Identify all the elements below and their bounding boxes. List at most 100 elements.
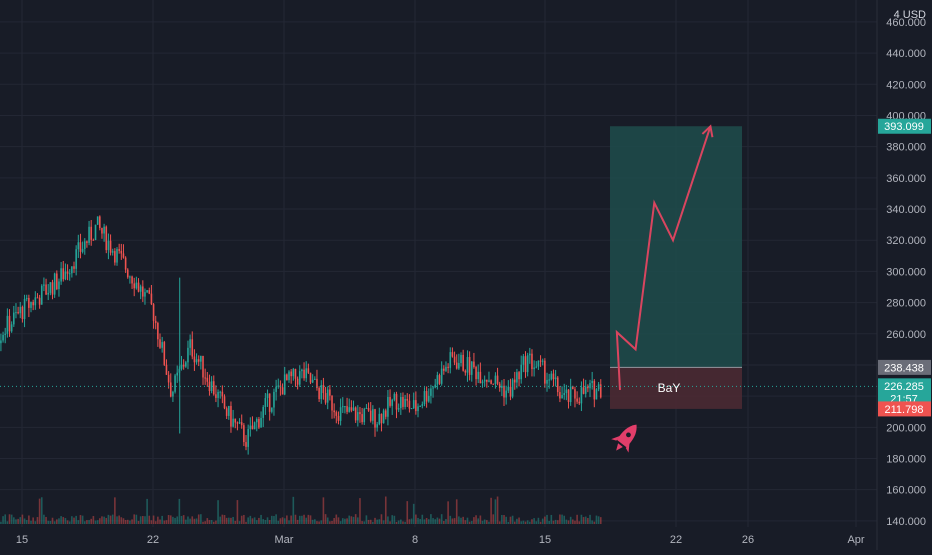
candle-body — [193, 356, 196, 363]
candle-body — [415, 400, 417, 412]
candle-body — [189, 339, 191, 348]
candle-body — [99, 216, 101, 228]
volume-bar — [15, 519, 17, 524]
candle-body — [180, 364, 183, 369]
candle-body — [544, 360, 546, 384]
candle-body — [195, 359, 198, 363]
volume-bar — [266, 517, 269, 524]
candle-body — [135, 282, 138, 289]
candle-body — [17, 312, 19, 314]
candle-body — [464, 370, 467, 373]
volume-bar — [447, 501, 449, 524]
candle-body — [481, 381, 484, 384]
candle-body — [176, 372, 179, 376]
candle-body — [71, 266, 73, 274]
candle-body — [576, 398, 578, 402]
candle-body — [268, 393, 271, 412]
long-position-tool[interactable]: BaY — [610, 126, 742, 409]
projection-drawing[interactable] — [615, 124, 714, 390]
candle-body — [410, 408, 413, 410]
x-tick-label: 15 — [16, 534, 28, 546]
volume-bars — [0, 496, 602, 524]
candle-body — [382, 410, 385, 424]
volume-bar — [331, 520, 333, 524]
volume-bar — [208, 520, 211, 524]
volume-bar — [62, 517, 65, 524]
candle-body — [101, 227, 103, 234]
volume-bar — [34, 521, 37, 524]
candle-body — [152, 304, 155, 321]
volume-bar — [172, 516, 174, 524]
candle-body — [492, 383, 495, 385]
price-axis[interactable] — [877, 0, 932, 550]
candle-body — [157, 322, 159, 340]
volume-bar — [574, 520, 576, 524]
candle-body — [200, 355, 202, 362]
grid-lines — [0, 0, 877, 527]
candle-body — [361, 414, 363, 423]
candle-body — [40, 285, 43, 305]
currency-label: 4 USD — [894, 9, 926, 21]
volume-bar — [314, 519, 316, 524]
volume-bar — [60, 516, 62, 524]
profit-zone[interactable] — [610, 126, 742, 368]
loss-zone[interactable] — [610, 367, 742, 409]
volume-bar — [77, 520, 80, 524]
volume-bar — [279, 518, 282, 524]
volume-bar — [49, 521, 52, 524]
volume-bar — [135, 514, 138, 524]
volume-bar — [53, 521, 56, 524]
volume-bar — [496, 496, 499, 524]
volume-bar — [376, 519, 378, 524]
candle-body — [438, 375, 441, 384]
volume-bar — [90, 518, 93, 524]
candle-body — [167, 374, 170, 383]
candle-body — [290, 371, 292, 377]
candle-body — [120, 250, 123, 254]
candle-body — [455, 362, 458, 369]
volume-bar — [438, 518, 441, 524]
candle-body — [238, 422, 241, 424]
volume-bar — [335, 514, 338, 524]
projection-path[interactable] — [615, 126, 712, 390]
volume-bar — [481, 520, 484, 524]
volume-bar — [288, 520, 290, 524]
candle-body — [470, 361, 473, 375]
candle-body — [535, 366, 538, 368]
candlesticks — [0, 215, 602, 455]
volume-bar — [498, 521, 501, 524]
candle-body — [114, 251, 116, 263]
candle-body — [387, 396, 389, 417]
candle-body — [219, 391, 222, 393]
candle-body — [421, 404, 424, 406]
volume-bar — [483, 519, 486, 524]
volume-bar — [425, 517, 428, 524]
candle-body — [75, 249, 77, 269]
candle-body — [86, 241, 88, 243]
volume-bar — [159, 519, 161, 524]
volume-bar — [565, 519, 568, 524]
volume-bar — [563, 515, 566, 524]
candle-body — [36, 297, 39, 299]
volume-bar — [64, 518, 67, 524]
candle-body — [262, 407, 265, 418]
volume-bar — [445, 518, 447, 524]
candle-body — [359, 412, 361, 415]
candle-body — [533, 367, 535, 370]
candle-body — [56, 273, 58, 290]
candle-body — [479, 371, 482, 384]
candle-body — [548, 379, 550, 381]
volume-bar — [277, 520, 280, 524]
volume-bar — [19, 517, 22, 524]
volume-bar — [531, 519, 533, 524]
volume-bar — [537, 517, 540, 524]
volume-bar — [539, 521, 542, 524]
candle-body — [103, 226, 105, 234]
candle-body — [593, 380, 596, 400]
candle-body — [354, 407, 357, 421]
y-tick-label: 460.000 — [886, 17, 926, 29]
volume-bar — [505, 516, 507, 524]
candle-body — [550, 373, 553, 380]
